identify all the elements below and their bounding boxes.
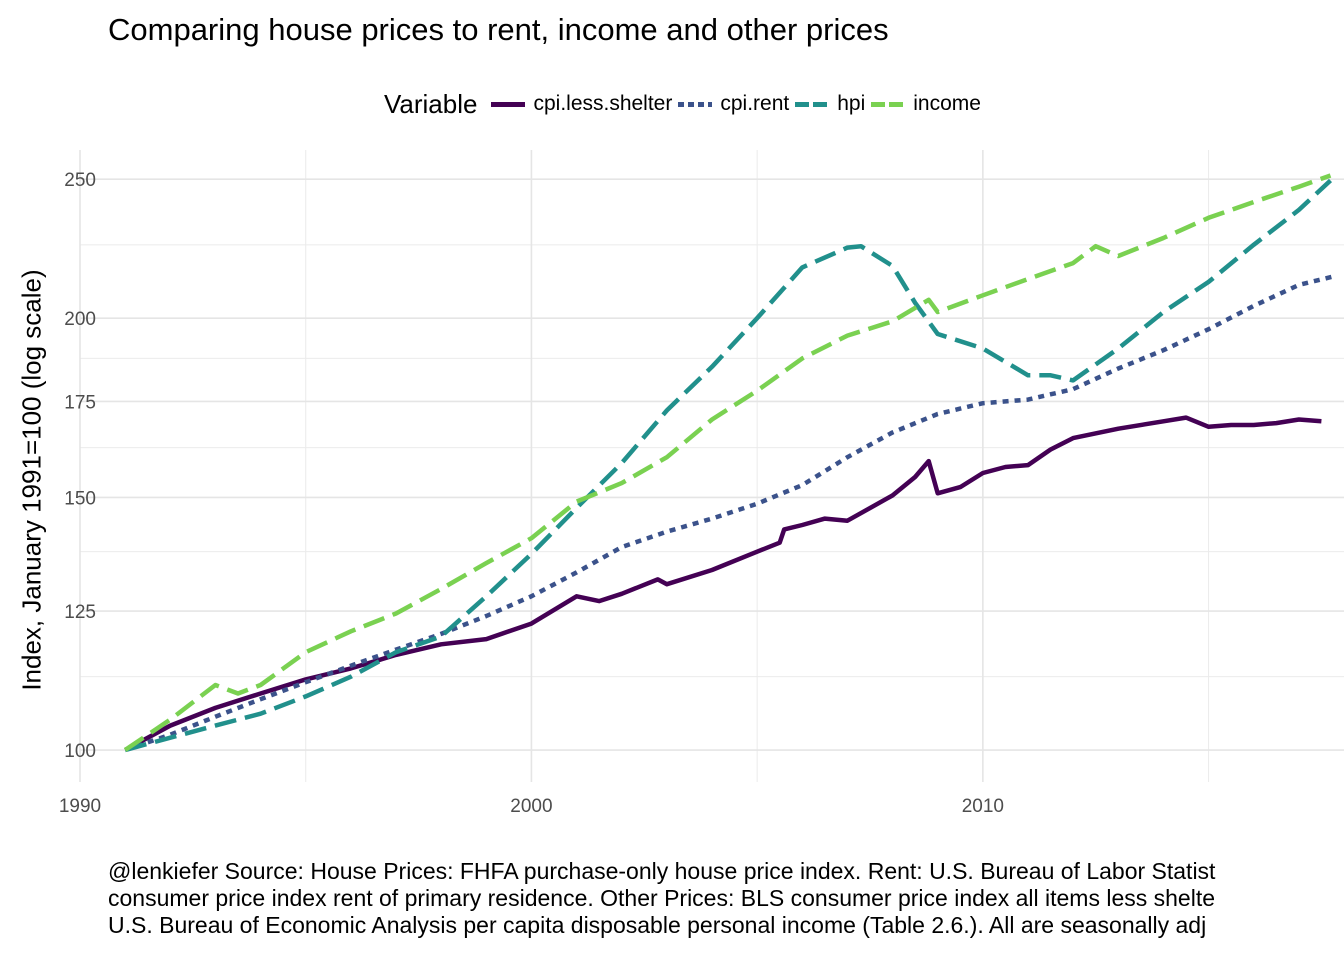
legend-key-hpi xyxy=(795,101,830,107)
legend-item-cpi-rent: cpi.rent xyxy=(678,92,789,116)
legend-label: hpi xyxy=(837,92,866,115)
series-line-hpi xyxy=(124,178,1333,753)
legend-item-hpi: hpi xyxy=(795,92,865,116)
caption-line: U.S. Bureau of Economic Analysis per cap… xyxy=(108,912,1207,938)
legend-key-cpi-less-shelter xyxy=(491,101,526,107)
series-line-cpi-rent xyxy=(124,273,1336,753)
axis-ticks: 1990 2000 2010 100 125 150 175 200 250 xyxy=(59,170,1004,817)
chart-title: Comparing house prices to rent, income a… xyxy=(108,12,889,47)
y-tick-label: 125 xyxy=(64,602,96,623)
y-tick-label: 200 xyxy=(64,309,96,330)
legend-title: Variable xyxy=(384,88,478,119)
x-tick-label: 2000 xyxy=(510,796,552,817)
caption-line: @lenkiefer Source: House Prices: FHFA pu… xyxy=(108,858,1216,884)
legend-item-income: income xyxy=(871,92,981,116)
legend: Variable cpi.less.shelter cpi.rent hpi i… xyxy=(384,86,987,122)
legend-key-cpi-rent xyxy=(678,101,713,107)
y-tick-label: 250 xyxy=(64,170,96,191)
x-tick-label: 2010 xyxy=(962,796,1004,817)
x-tick-label: 1990 xyxy=(59,796,101,817)
legend-label: cpi.rent xyxy=(720,92,790,115)
legend-key-income xyxy=(871,101,906,107)
legend-label: cpi.less.shelter xyxy=(533,92,673,115)
caption-line: consumer price index rent of primary res… xyxy=(108,885,1216,911)
y-tick-label: 175 xyxy=(64,392,96,413)
caption: @lenkiefer Source: House Prices: FHFA pu… xyxy=(108,858,1215,939)
grid xyxy=(79,150,1344,782)
plot-area: 1990 2000 2010 100 125 150 175 200 250 xyxy=(59,150,1344,817)
series-lines xyxy=(123,173,1336,753)
y-tick-label: 150 xyxy=(64,488,96,509)
legend-item-cpi-less-shelter: cpi.less.shelter xyxy=(491,92,672,116)
series-line-income xyxy=(123,173,1332,752)
series-line-cpi-less-shelter xyxy=(124,415,1322,752)
y-tick-label: 100 xyxy=(64,741,96,762)
legend-label: income xyxy=(913,92,981,115)
